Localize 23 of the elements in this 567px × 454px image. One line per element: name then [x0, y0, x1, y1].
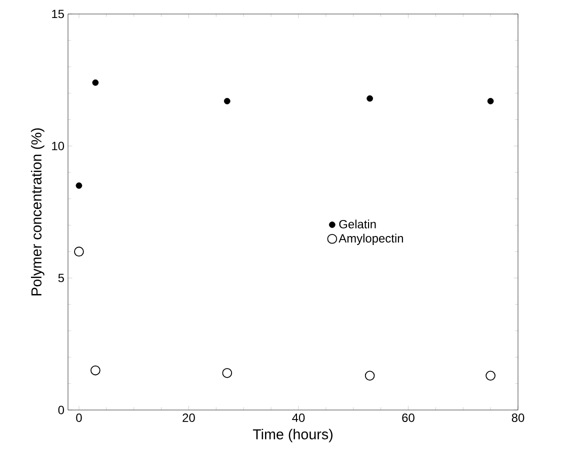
point: [74, 246, 84, 257]
x-axis-title: Time (hours): [252, 428, 332, 442]
point: [224, 98, 230, 104]
x-tick-label: 20: [182, 414, 195, 422]
y-tick-label: 0: [58, 406, 64, 414]
legend-label: Gelatin: [339, 220, 376, 228]
y-tick-label: 15: [52, 10, 64, 18]
legend-label: Amylopectin: [338, 234, 403, 245]
y-tick-label: 10: [52, 142, 64, 150]
point: [90, 365, 100, 376]
point: [92, 79, 99, 86]
y-tick-label: 5: [58, 274, 64, 282]
point: [364, 370, 375, 381]
point: [222, 368, 232, 378]
y-axis-title: Polymer concentration (%): [30, 128, 44, 296]
x-tick-label: 80: [512, 414, 524, 422]
x-tick-label: 40: [292, 414, 305, 422]
x-tick-label: 0: [76, 414, 82, 422]
point: [487, 98, 494, 104]
point: [76, 182, 82, 189]
point: [366, 95, 374, 102]
x-tick-label: 60: [402, 414, 414, 422]
point: [486, 370, 496, 381]
